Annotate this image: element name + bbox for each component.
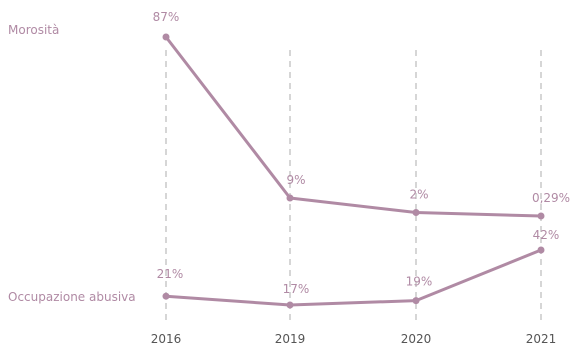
data-point <box>286 194 294 202</box>
vertical-guides <box>165 50 542 322</box>
series-line-2 <box>164 248 543 307</box>
data-label: 9% <box>286 173 305 187</box>
data-label: 17% <box>283 282 310 296</box>
series-name-label: Occupazione abusiva <box>8 290 136 304</box>
data-point <box>412 297 420 305</box>
data-point <box>537 246 545 254</box>
series-name-label: Morosità <box>8 23 59 37</box>
x-tick-label: 2021 <box>526 332 557 346</box>
data-point <box>412 208 420 216</box>
x-axis-ticks: 2016 2019 2020 2021 <box>151 332 557 346</box>
data-label: 42% <box>533 228 560 242</box>
x-tick-label: 2020 <box>401 332 432 346</box>
data-point <box>286 301 294 309</box>
data-label: 19% <box>406 275 433 289</box>
series-group: 87% 9% 2% 0,29% Morosità 21% 17% 19% 42% Occupazi… <box>8 10 570 309</box>
data-point <box>162 33 170 41</box>
x-tick-label: 2016 <box>151 332 182 346</box>
data-label: 0,29% <box>532 191 570 205</box>
data-label: 87% <box>153 10 180 24</box>
data-point <box>537 212 545 220</box>
data-label: 2% <box>409 187 428 201</box>
series-line-1 <box>164 35 543 218</box>
x-tick-label: 2019 <box>275 332 306 346</box>
data-point <box>162 292 170 300</box>
data-label: 21% <box>157 267 184 281</box>
